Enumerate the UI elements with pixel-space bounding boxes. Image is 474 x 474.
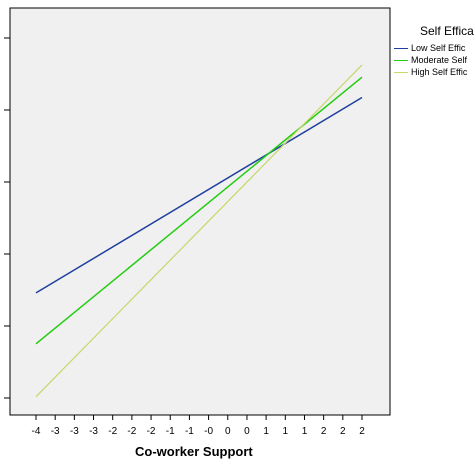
legend-swatch	[394, 72, 408, 74]
legend-label: Low Self Effic	[411, 43, 466, 53]
x-tick-label: -3	[89, 426, 98, 437]
x-axis-ticks: -4 -3 -3 -3 -2 -2 -2 -1 -1 -0 0 0 1 1 1 2 2 2	[32, 415, 365, 437]
legend-item: Low Self Effic	[394, 43, 465, 53]
series-line-3	[35, 64, 363, 398]
x-tick-label: 1	[263, 426, 269, 437]
x-tick-label: 0	[225, 426, 231, 437]
x-tick-label: 1	[283, 426, 289, 437]
series-line-2	[35, 76, 363, 345]
y-axis-ticks	[4, 37, 10, 399]
legend-item: Moderate Self	[394, 55, 467, 65]
x-tick-label: -3	[51, 426, 60, 437]
x-tick-label: -0	[204, 426, 213, 437]
x-tick-label: -4	[32, 426, 41, 437]
x-tick-label: -1	[166, 426, 175, 437]
legend-label: Moderate Self	[411, 55, 468, 65]
x-tick-label: 0	[244, 426, 250, 437]
series-lines	[35, 64, 363, 398]
legend-title: Self Effica	[420, 24, 474, 38]
legend-label: High Self Effic	[411, 67, 468, 77]
x-tick-label: 2	[359, 426, 365, 437]
x-tick-label: 2	[321, 426, 327, 437]
plot-area	[9, 7, 391, 416]
legend-swatch	[394, 60, 408, 62]
x-tick-label: -2	[108, 426, 117, 437]
legend-item: High Self Effic	[394, 67, 467, 77]
x-axis-label: Co-worker Support	[135, 444, 253, 459]
x-tick-label: -2	[147, 426, 156, 437]
x-tick-label: 1	[302, 426, 308, 437]
x-tick-label: -1	[185, 426, 194, 437]
x-tick-label: -3	[70, 426, 79, 437]
legend-swatch	[394, 48, 408, 50]
series-line-1	[35, 96, 363, 294]
x-tick-label: -2	[127, 426, 136, 437]
x-tick-label: 2	[340, 426, 346, 437]
